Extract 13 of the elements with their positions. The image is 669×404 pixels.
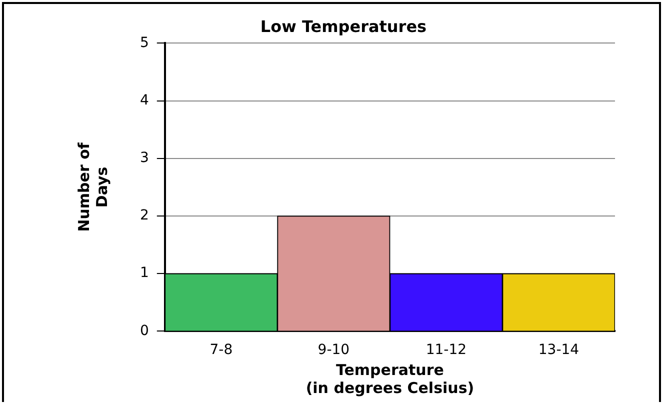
x-tick-label: 11-12 bbox=[426, 342, 467, 358]
y-tick-label: 2 bbox=[140, 208, 149, 224]
y-tick-label: 0 bbox=[140, 322, 149, 339]
y-axis-title: Number of Days bbox=[74, 142, 111, 232]
y-tick-label: 1 bbox=[140, 265, 149, 282]
x-axis-title: Temperature (in degrees Celsius) bbox=[306, 360, 474, 397]
x-tick-label: 7-8 bbox=[210, 342, 233, 358]
chart-title: Low Temperatures bbox=[260, 16, 427, 36]
x-tick-label: 9-10 bbox=[318, 342, 350, 358]
y-tick-label: 3 bbox=[140, 150, 149, 166]
y-tick-label: 5 bbox=[140, 34, 149, 51]
y-tick-label: 4 bbox=[140, 92, 149, 108]
x-tick-label: 13-14 bbox=[538, 342, 580, 358]
